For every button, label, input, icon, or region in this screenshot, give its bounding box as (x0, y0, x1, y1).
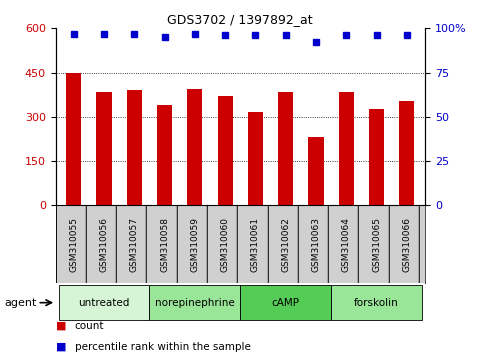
Text: cAMP: cAMP (272, 298, 300, 308)
Text: GSM310057: GSM310057 (130, 217, 139, 272)
Text: GSM310063: GSM310063 (312, 217, 321, 272)
Bar (278, 92, 293, 205)
Text: ■: ■ (56, 342, 66, 352)
Bar (309, 137, 324, 205)
Text: percentile rank within the sample: percentile rank within the sample (75, 342, 251, 352)
Bar (331, 285, 422, 320)
Text: GSM310064: GSM310064 (342, 217, 351, 272)
Bar (97, 92, 112, 205)
Bar (241, 285, 331, 320)
Bar (187, 89, 202, 205)
Bar (369, 109, 384, 205)
Text: forskolin: forskolin (354, 298, 399, 308)
Text: GSM310061: GSM310061 (251, 217, 260, 272)
Text: GSM310059: GSM310059 (190, 217, 199, 272)
Bar (248, 113, 263, 205)
Text: GSM310062: GSM310062 (281, 217, 290, 272)
Text: GSM310058: GSM310058 (160, 217, 169, 272)
Bar (157, 105, 172, 205)
Text: norepinephrine: norepinephrine (155, 298, 235, 308)
Bar (217, 96, 233, 205)
Bar (127, 90, 142, 205)
Bar (399, 101, 414, 205)
Text: GSM310065: GSM310065 (372, 217, 381, 272)
Text: agent: agent (5, 298, 37, 308)
Bar (339, 92, 354, 205)
Title: GDS3702 / 1397892_at: GDS3702 / 1397892_at (168, 13, 313, 26)
Bar (58, 285, 149, 320)
Text: GSM310055: GSM310055 (69, 217, 78, 272)
Text: untreated: untreated (78, 298, 130, 308)
Text: GSM310056: GSM310056 (99, 217, 109, 272)
Bar (66, 73, 81, 205)
Text: GSM310060: GSM310060 (221, 217, 229, 272)
Text: GSM310066: GSM310066 (402, 217, 412, 272)
Text: count: count (75, 321, 104, 331)
Bar (149, 285, 241, 320)
Text: ■: ■ (56, 321, 66, 331)
